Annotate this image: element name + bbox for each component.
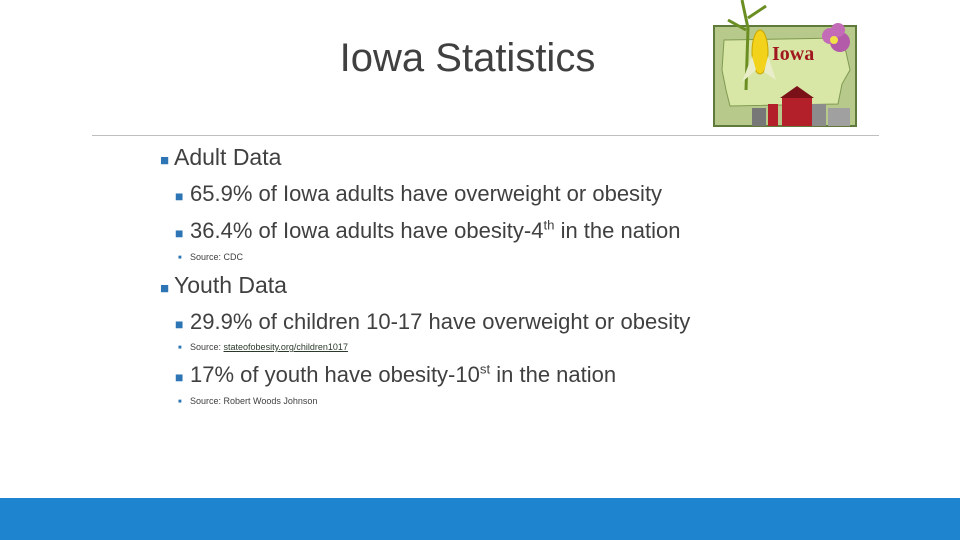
bullet-icon: ■ xyxy=(178,398,182,405)
slide-title: Iowa Statistics xyxy=(339,36,596,80)
bullet-icon: ■ xyxy=(175,369,184,385)
bullet-icon: ■ xyxy=(175,188,184,204)
adult-heading: Adult Data xyxy=(174,144,282,170)
youth-stat-obesity: ■ 17% of youth have obesity-10st in the n… xyxy=(175,361,617,387)
bullet-icon: ■ xyxy=(160,152,170,169)
youth-source-2: ■ Source: Robert Woods Johnson xyxy=(178,396,318,406)
youth-heading: Youth Data xyxy=(174,272,287,298)
bullet-icon: ■ xyxy=(178,254,182,261)
bullet-icon: ■ xyxy=(175,225,184,241)
title-divider xyxy=(92,135,879,136)
source-link[interactable]: stateofobesity.org/children1017 xyxy=(223,342,348,352)
adult-heading-item: ■ Adult Data xyxy=(160,144,281,171)
slide-body: ■ Adult Data ■ 65.9% of Iowa adults have o… xyxy=(160,144,691,406)
adult-source: ■ Source: CDC xyxy=(178,252,244,262)
youth-heading-item: ■ Youth Data xyxy=(160,272,287,299)
bullet-icon: ■ xyxy=(160,280,170,297)
iowa-clipart-image: Iowa xyxy=(713,0,857,127)
footer-bar xyxy=(0,498,960,540)
bullet-icon: ■ xyxy=(178,344,182,351)
adult-stat-overweight: ■ 65.9% of Iowa adults have overweight or… xyxy=(175,181,663,206)
clipart-label: Iowa xyxy=(772,43,814,65)
youth-stat-overweight: ■ 29.9% of children 10-17 have overweight… xyxy=(175,309,691,334)
adult-stat-obesity: ■ 36.4% of Iowa adults have obesity-4th i… xyxy=(175,217,681,243)
bullet-icon: ■ xyxy=(175,316,184,332)
youth-source-1: ■ Source: stateofobesity.org/children1017 xyxy=(178,342,348,352)
